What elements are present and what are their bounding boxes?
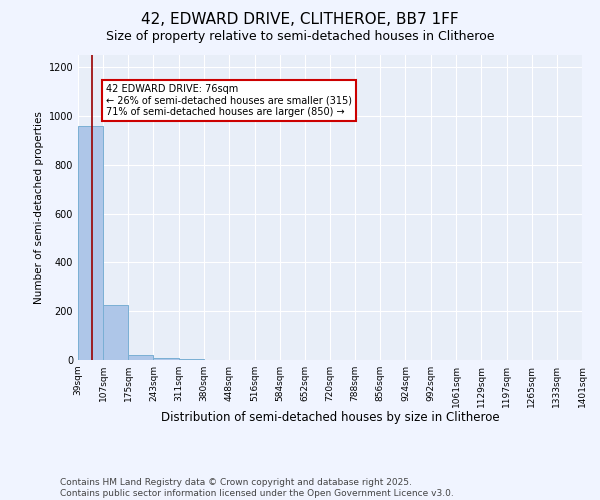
Text: Contains HM Land Registry data © Crown copyright and database right 2025.
Contai: Contains HM Land Registry data © Crown c…: [60, 478, 454, 498]
Bar: [154, 358, 179, 360]
Bar: [78, 126, 103, 360]
X-axis label: Distribution of semi-detached houses by size in Clitheroe: Distribution of semi-detached houses by …: [161, 411, 499, 424]
Y-axis label: Number of semi-detached properties: Number of semi-detached properties: [34, 111, 44, 304]
Text: 42, EDWARD DRIVE, CLITHEROE, BB7 1FF: 42, EDWARD DRIVE, CLITHEROE, BB7 1FF: [141, 12, 459, 28]
Text: 42 EDWARD DRIVE: 76sqm
← 26% of semi-detached houses are smaller (315)
71% of se: 42 EDWARD DRIVE: 76sqm ← 26% of semi-det…: [106, 84, 352, 117]
Text: Size of property relative to semi-detached houses in Clitheroe: Size of property relative to semi-detach…: [106, 30, 494, 43]
Bar: [103, 305, 128, 360]
Bar: [128, 355, 154, 360]
